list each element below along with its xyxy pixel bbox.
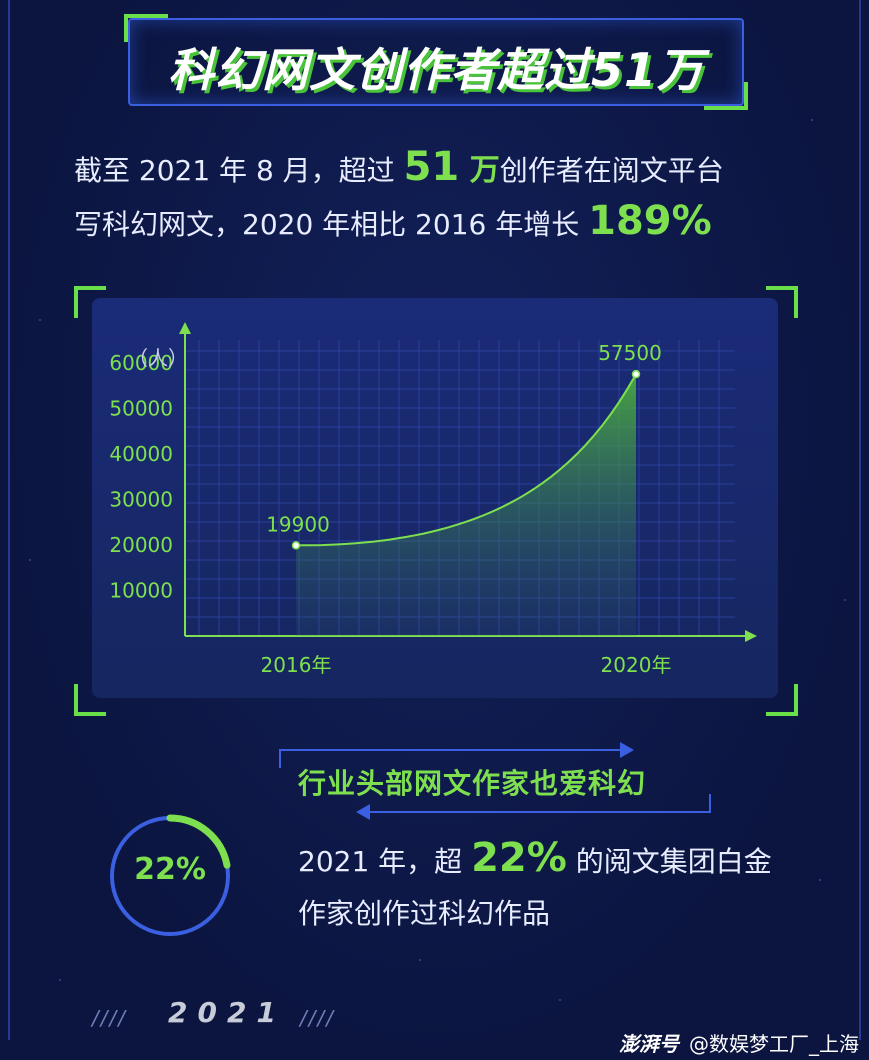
- platinum-writers-text: 2021 年，超 22% 的阅文集团白金 作家创作过科幻作品: [298, 832, 818, 940]
- y-tick-label: 20000: [109, 533, 173, 557]
- intro-number-highlight: 51: [403, 144, 460, 190]
- platinum-text-post: 的阅文集团白金: [566, 845, 772, 878]
- y-tick-label: 50000: [109, 396, 173, 420]
- frame-right-line: [859, 0, 861, 1040]
- subtitle-arrows: [279, 742, 711, 820]
- y-tick-label: 10000: [109, 578, 173, 602]
- footer-slashes-right: ////: [300, 1006, 335, 1030]
- intro-growth-highlight: 189%: [588, 198, 712, 244]
- intro-line1-tail: 创作者在阅文平台: [499, 154, 724, 187]
- intro-line2-text: 写科幻网文，2020 年相比 2016 年增长: [74, 208, 589, 241]
- corner-bracket-bottom-left: [74, 684, 106, 716]
- platinum-text-pre: 2021 年，超: [298, 845, 472, 878]
- corner-bracket-bottom-right: [766, 684, 798, 716]
- watermark-text: @数娱梦工厂_上海: [689, 1032, 859, 1056]
- data-point: [291, 541, 301, 550]
- watermark: 澎湃号 @数娱梦工厂_上海: [619, 1028, 859, 1057]
- section-subtitle: 行业头部网文作家也爱科幻: [298, 767, 647, 800]
- intro-unit-highlight: 万: [459, 153, 500, 188]
- title-banner: 科幻网文创作者超过51万: [124, 14, 748, 110]
- data-label: 19900: [266, 512, 330, 536]
- y-tick-label: 30000: [109, 487, 173, 511]
- corner-bracket-top-left: [74, 286, 106, 318]
- frame-left-line: [8, 0, 10, 1040]
- footer-slashes-left: ////: [92, 1006, 127, 1030]
- intro-paragraph: 截至 2021 年 8 月，超过 51 万创作者在阅文平台 写科幻网文，2020…: [74, 142, 834, 250]
- series-area-fill: [296, 374, 636, 636]
- ring-progress-arc: [108, 814, 232, 938]
- x-axis-arrow: [745, 630, 757, 642]
- intro-line1-text: 截至 2021 年 8 月，超过: [74, 154, 404, 187]
- y-tick-label: 60000: [109, 351, 173, 375]
- subtitle-banner: 行业头部网文作家也爱科幻: [270, 738, 720, 824]
- data-label: 57500: [598, 341, 662, 365]
- corner-bracket-top-right: [766, 286, 798, 318]
- chart-series: 19900 57500: [266, 341, 662, 636]
- page-title: 科幻网文创作者超过51万: [167, 43, 704, 97]
- footer-year: 2021: [168, 996, 286, 1029]
- chart-y-ticks: 10000 20000 30000 40000 50000 60000 2016年 2020年: [109, 351, 671, 677]
- platinum-text-line2: 作家创作过科幻作品: [298, 897, 551, 930]
- y-axis-arrow: [179, 322, 191, 334]
- x-tick-label: 2016年: [261, 653, 332, 677]
- percentage-ring: [108, 814, 232, 938]
- ring-percentage-label: 22%: [134, 852, 206, 887]
- y-tick-label: 40000: [109, 442, 173, 466]
- watermark-logo: 澎湃号: [619, 1032, 679, 1056]
- data-point: [631, 369, 641, 379]
- series-line: [295, 373, 637, 547]
- x-tick-label: 2020年: [601, 653, 672, 677]
- platinum-percentage: 22%: [471, 835, 567, 881]
- y-axis-label: （人）: [128, 346, 188, 370]
